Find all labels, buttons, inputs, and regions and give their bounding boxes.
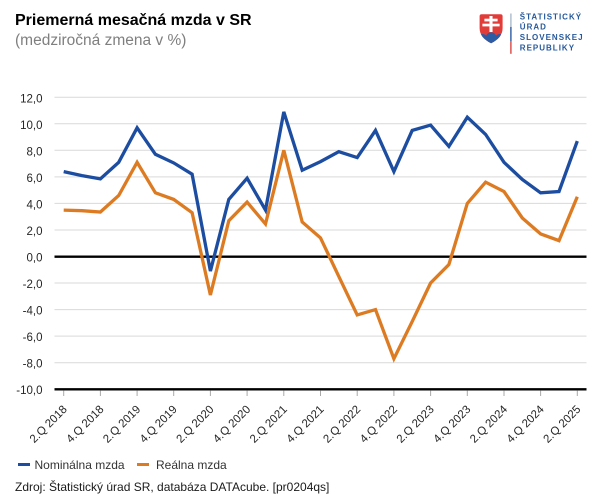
svg-text:2.Q 2022: 2.Q 2022 [321, 404, 363, 446]
svg-text:4.Q 2023: 4.Q 2023 [431, 404, 473, 446]
svg-text:2.Q 2019: 2.Q 2019 [101, 404, 143, 446]
svg-text:0,0: 0,0 [27, 253, 43, 265]
svg-text:8,0: 8,0 [27, 146, 43, 158]
svg-text:ŠTATISTICKÝ: ŠTATISTICKÝ [520, 12, 582, 21]
svg-text:4.Q 2024: 4.Q 2024 [505, 403, 547, 445]
svg-text:12,0: 12,0 [20, 93, 42, 105]
svg-text:4,0: 4,0 [27, 199, 43, 211]
svg-text:-10,0: -10,0 [16, 385, 42, 397]
svg-text:4.Q 2019: 4.Q 2019 [138, 404, 180, 446]
svg-text:2.Q 2025: 2.Q 2025 [541, 404, 583, 446]
svg-text:2.Q 2021: 2.Q 2021 [248, 404, 290, 446]
svg-text:ÚRAD: ÚRAD [520, 23, 547, 32]
svg-text:2.Q 2024: 2.Q 2024 [468, 403, 510, 445]
svg-text:REPUBLIKY: REPUBLIKY [520, 43, 575, 52]
svg-text:2,0: 2,0 [27, 226, 43, 238]
svg-text:-4,0: -4,0 [23, 306, 43, 318]
svg-text:6,0: 6,0 [27, 173, 43, 185]
svg-text:10,0: 10,0 [20, 120, 42, 132]
svg-text:-2,0: -2,0 [23, 279, 43, 291]
svg-text:SLOVENSKEJ: SLOVENSKEJ [520, 33, 584, 42]
svg-text:4.Q 2018: 4.Q 2018 [65, 404, 107, 446]
svg-text:4.Q 2021: 4.Q 2021 [285, 404, 327, 446]
svg-text:4.Q 2022: 4.Q 2022 [358, 404, 400, 446]
svg-text:2.Q 2018: 2.Q 2018 [28, 404, 70, 446]
svg-text:-8,0: -8,0 [23, 359, 43, 371]
svg-text:2.Q 2020: 2.Q 2020 [175, 404, 217, 446]
svg-text:4.Q 2020: 4.Q 2020 [211, 404, 253, 446]
svg-text:-6,0: -6,0 [23, 332, 43, 344]
svg-text:2.Q 2023: 2.Q 2023 [395, 404, 437, 446]
